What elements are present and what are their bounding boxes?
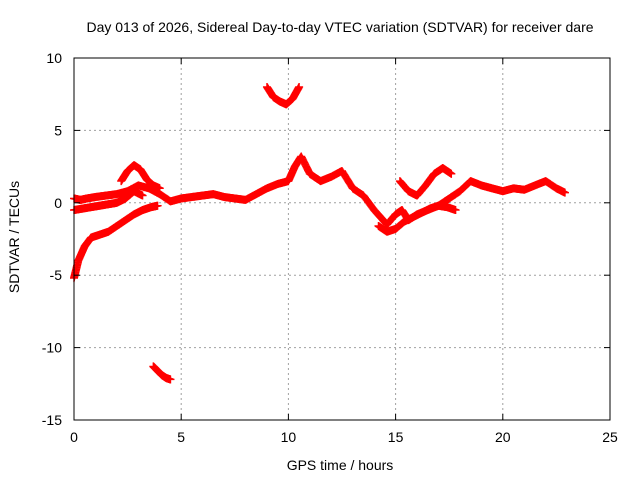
x-axis-label: GPS time / hours: [287, 457, 394, 473]
series-outlier-low: [149, 362, 175, 384]
data-point: [166, 375, 175, 384]
data-points: [70, 82, 569, 384]
data-point: [138, 191, 147, 200]
data-point: [451, 206, 460, 215]
y-tick-label-0: -15: [42, 412, 62, 428]
series-early-mid-segment: [70, 187, 147, 215]
series-early-low-segment: [70, 201, 162, 283]
x-tick-label-3: 15: [388, 429, 404, 445]
data-point: [155, 184, 164, 193]
data-point: [295, 82, 304, 91]
x-tick-label-4: 20: [495, 429, 511, 445]
y-tick-label-1: -10: [42, 340, 62, 356]
y-tick-label-5: 10: [46, 50, 62, 66]
x-tick-label-0: 0: [70, 429, 78, 445]
series-outlier-high: [262, 82, 304, 109]
series-main-band: [70, 152, 569, 229]
y-tick-label-4: 5: [54, 122, 62, 138]
series-early-hump: [117, 161, 164, 193]
y-tick-label-2: -5: [50, 267, 63, 283]
chart-title: Day 013 of 2026, Sidereal Day-to-day VTE…: [86, 19, 593, 35]
plot-frame: [73, 57, 611, 421]
grid-lines: [74, 58, 610, 420]
y-tick-label-3: 0: [54, 195, 62, 211]
series-afternoon-upper-segment: [395, 164, 456, 200]
axis-ticks: 0 5 10 15 20 25 -15 -10 -5 0 5 10: [42, 50, 618, 445]
data-point: [153, 201, 162, 210]
data-point: [560, 188, 569, 197]
series-afternoon-lower-segment: [374, 201, 460, 236]
x-tick-label-2: 10: [281, 429, 297, 445]
y-axis-label: SDTVAR / TECUs: [6, 181, 22, 293]
x-tick-label-5: 25: [602, 429, 618, 445]
x-tick-label-1: 5: [177, 429, 185, 445]
data-point: [447, 169, 456, 178]
